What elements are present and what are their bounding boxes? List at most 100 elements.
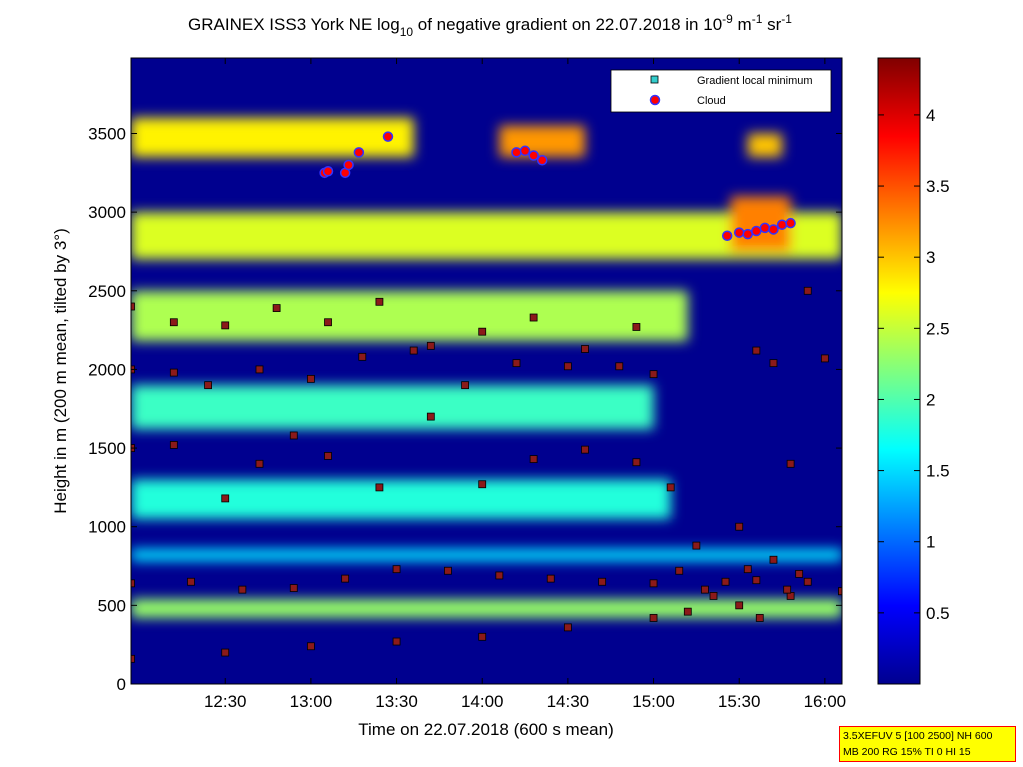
colorbar-tick-label: 4 [926,106,935,125]
gradient-minimum-point [426,412,435,421]
gradient-minimum-point [786,459,795,468]
gradient-minimum-point [272,304,281,312]
colorbar-tick-label: 1.5 [926,462,950,481]
gradient-minimum-point [375,297,384,306]
gradient-minimum-point [675,566,684,575]
heatmap-layer-7 [131,117,414,158]
gradient-minimum-point [632,458,641,467]
heatmap-layer-3 [131,479,671,519]
x-tick-label: 13:00 [290,692,333,711]
legend-label-gradient-minimum: Gradient local minimum [697,75,813,87]
chart-title: GRAINEX ISS3 York NE log10 of negative g… [188,12,792,39]
gradient-minimum-point [769,359,778,368]
plot-area: 12:30 13:00 13:30 14:00 14:30 15:00 15:30 16:00… [88,57,847,711]
gradient-minimum-point [735,522,744,531]
y-tick-label: 2500 [88,282,126,301]
gradient-minimum-point [769,555,778,564]
gradient-minimum-point [238,585,247,594]
cloud-point [528,150,539,161]
x-tick-label: 12:30 [204,692,247,711]
cloud-point [759,222,771,234]
legend: Gradient local minimum Cloud [610,69,832,113]
y-tick-label: 500 [98,596,126,615]
gradient-minimum-point [701,585,709,594]
gradient-minimum-point [709,592,718,600]
gradient-minimum-point [358,352,367,361]
gradient-minimum-point [461,381,469,390]
gradient-minimum-point [755,614,764,622]
gradient-minimum-point [615,362,624,371]
legend-marker-cloud [649,94,661,106]
gradient-minimum-point [289,584,298,592]
gradient-minimum-point [341,574,350,583]
gradient-minimum-point [324,318,332,327]
colorbar: 0.5 1 1.5 2 2.5 3 3.5 4 [877,57,950,685]
gradient-minimum-point [529,313,538,322]
heatmap-layer-5 [131,290,688,342]
gradient-minimum-point [169,441,178,449]
gradient-minimum-point [221,494,230,503]
gradient-minimum-point [803,577,812,586]
cloud-point [353,147,365,158]
gradient-minimum-point [169,368,178,377]
heatmap-layer-1 [131,599,842,618]
cloud-point [511,147,522,158]
gradient-minimum-point [131,302,135,311]
gradient-minimum-point [563,623,572,632]
cloud-point [343,159,354,171]
gradient-minimum-point [426,341,435,350]
gradient-minimum-point [752,576,761,585]
legend-marker-gradient-minimum [650,75,659,84]
colorbar-tick-label: 2.5 [926,319,950,338]
cloud-point [322,165,334,177]
gradient-minimum-point [649,370,658,379]
y-axis-ticks: 0 500 1000 1500 2000 2500 3000 3500 [88,124,842,694]
cloud-point [785,217,796,229]
gradient-minimum-point [546,574,555,583]
gradient-minimum-point [581,345,589,353]
y-tick-label: 1500 [88,439,126,458]
gradient-minimum-point [649,579,658,588]
x-axis-label: Time on 22.07.2018 (600 s mean) [358,720,613,739]
heatmap-layer-2 [131,548,842,562]
gradient-minimum-point [204,381,212,390]
x-tick-label: 14:30 [547,692,590,711]
gradient-minimum-point [683,607,692,616]
marker-series [131,131,842,663]
gradient-minimum-point [169,318,178,327]
gradient-minimum-point [478,480,487,489]
gradient-minimum-point [803,286,812,295]
gradient-minimum-point [478,632,487,641]
gradient-minimum-point [375,483,384,492]
gradient-minimum-point [392,637,401,646]
cloud-point [519,145,531,157]
y-axis-label: Height in m (200 m mean, tilted by 3°) [51,228,70,514]
cloud-point [751,225,762,237]
heatmap-layers [131,117,842,618]
gradient-minimum-point [743,565,752,574]
gradient-minimum-point [598,577,607,586]
x-tick-label: 15:00 [632,692,675,711]
info-line-1: 3.5XEFUV 5 [100 2500] NH 600 [843,730,993,742]
x-tick-label: 14:00 [461,692,504,711]
y-tick-label: 3500 [88,124,126,143]
gradient-minimum-point [632,323,641,331]
colorbar-tick-label: 3 [926,248,935,267]
parameter-info-box: 3.5XEFUV 5 [100 2500] NH 600 MB 200 RG 1… [839,726,1016,762]
cloud-point [776,219,788,230]
gradient-minimum-point [563,362,572,371]
x-tick-label: 16:00 [804,692,847,711]
gradient-minimum-point [306,642,315,651]
gradient-minimum-point [692,541,701,550]
heatmap-layer-10 [747,133,783,158]
y-tick-label: 2000 [88,360,126,379]
info-line-2: MB 200 RG 15% TI 0 HI 15 [843,746,971,758]
heatmap-layer-4 [131,385,654,430]
colorbar-tick-label: 3.5 [926,177,950,196]
colorbar-tick-label: 2 [926,390,935,409]
gradient-minimum-point [795,569,804,578]
gradient-minimum-point [512,359,521,368]
cloud-point [536,154,548,166]
y-tick-label: 1000 [88,518,126,537]
